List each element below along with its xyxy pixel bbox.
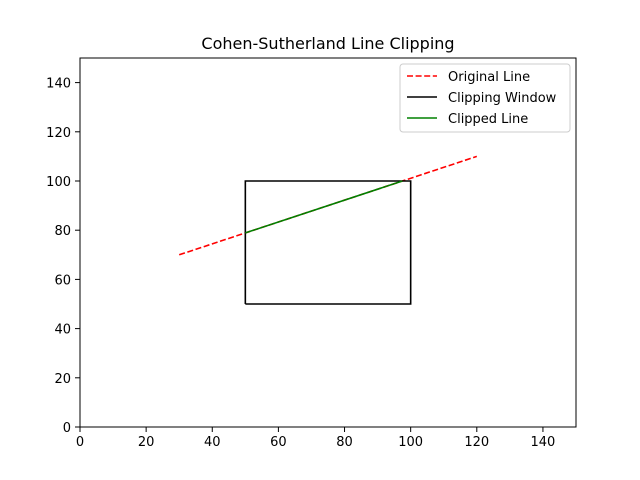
y-tick-label: 100	[46, 175, 71, 190]
y-tick-label: 80	[54, 224, 71, 239]
y-tick-label: 0	[63, 421, 71, 436]
y-tick-label: 120	[46, 126, 71, 141]
x-tick-label: 140	[531, 435, 556, 450]
y-tick-label: 40	[54, 323, 71, 338]
axes-ticks: 0 20 40 60 80 100 120 140 0 20 40 60 80 100 120 140	[46, 77, 555, 450]
legend-box	[399, 63, 571, 133]
x-tick-label: 20	[138, 435, 155, 450]
x-tick-label: 40	[204, 435, 221, 450]
legend-label-clipped-line: Clipped Line	[448, 112, 528, 127]
y-tick-label: 60	[54, 273, 71, 288]
legend: Original Line Clipping Window Clipped Line	[399, 63, 571, 133]
x-tick-label: 100	[398, 435, 423, 450]
y-tick-label: 140	[46, 77, 71, 92]
y-tick-label: 20	[54, 372, 71, 387]
x-tick-label: 60	[270, 435, 287, 450]
plot-area	[178, 155, 478, 305]
series-clipping-window	[244, 180, 412, 305]
legend-label-clipping-window: Clipping Window	[448, 91, 557, 106]
axes-frame	[79, 57, 577, 428]
series-clipped-line	[245, 180, 403, 234]
chart-title: Cohen-Sutherland Line Clipping	[201, 34, 454, 53]
x-tick-label: 80	[336, 435, 353, 450]
x-tick-label: 120	[464, 435, 489, 450]
x-tick-label: 0	[76, 435, 84, 450]
legend-label-original-line: Original Line	[448, 70, 530, 85]
